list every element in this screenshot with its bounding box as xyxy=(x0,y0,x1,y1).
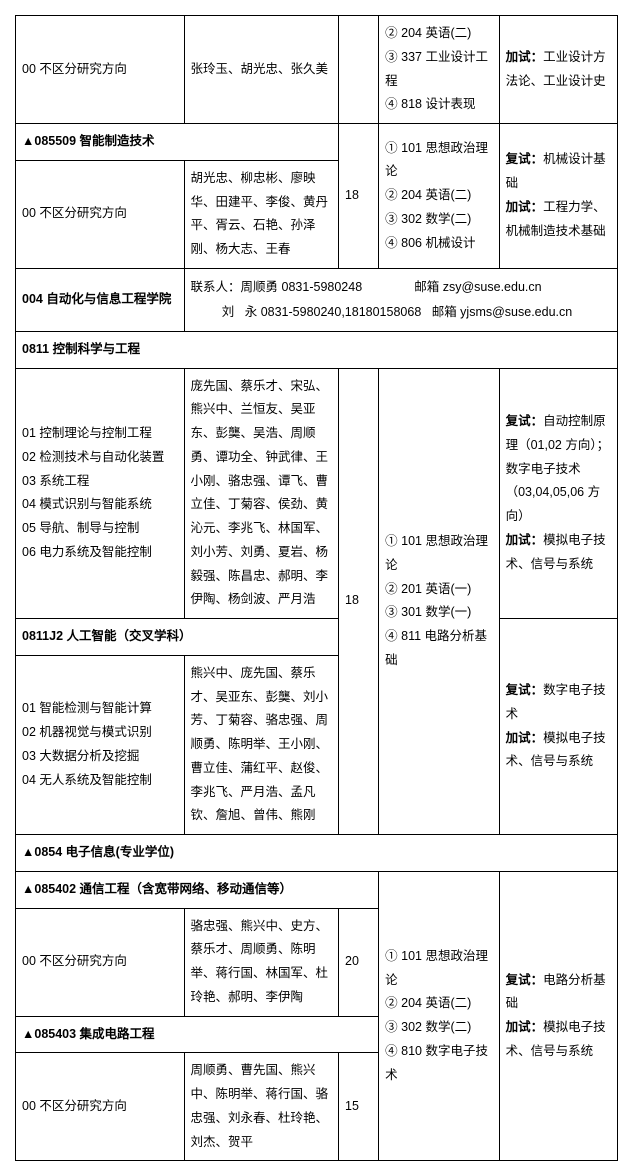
catalog-table: 00 不区分研究方向 张玲玉、胡光忠、张久美 ② 204 英语(二) ③ 337… xyxy=(15,15,618,1161)
direction-cell: 00 不区分研究方向 xyxy=(16,16,185,124)
people-cell: 熊兴中、庞先国、蔡乐才、吴亚东、彭龑、刘小芳、丁菊容、骆忠强、周顺勇、陈明举、王… xyxy=(184,655,339,834)
dept-title: 004 自动化与信息工程学院 xyxy=(16,268,185,331)
subject-cell: ① 101 思想政治理论 ② 204 英语(二) ③ 302 数学(二) ④ 8… xyxy=(379,124,499,269)
retest-cell: 复试：电路分析基础加试：模拟电子技术、信号与系统 xyxy=(499,871,617,1161)
subject-cell: ① 101 思想政治理论 ② 204 英语(二) ③ 302 数学(二) ④ 8… xyxy=(379,871,499,1161)
section-header: 0811J2 人工智能（交叉学科） xyxy=(16,619,339,656)
number-cell: 18 xyxy=(339,368,379,835)
number-cell xyxy=(339,16,379,124)
dept-header-row: 004 自动化与信息工程学院 联系人：周顺勇 0831-5980248 邮箱 z… xyxy=(16,268,618,331)
direction-cell: 00 不区分研究方向 xyxy=(16,908,185,1016)
people-cell: 骆忠强、熊兴中、史方、蔡乐才、周顺勇、陈明举、蒋行国、林国军、杜玲艳、郝明、李伊… xyxy=(184,908,339,1016)
subject-cell: ① 101 思想政治理论 ② 201 英语(一) ③ 301 数学(一) ④ 8… xyxy=(379,368,499,835)
retest-cell: 复试：数字电子技术加试：模拟电子技术、信号与系统 xyxy=(499,619,617,835)
number-cell: 15 xyxy=(339,1053,379,1161)
section-header: ▲085509 智能制造技术 xyxy=(16,124,339,161)
number-cell: 20 xyxy=(339,908,379,1016)
section-header-row: 0811 控制科学与工程 xyxy=(16,331,618,368)
people-cell: 庞先国、蔡乐才、宋弘、熊兴中、兰恒友、吴亚东、彭龑、吴浩、周顺勇、谭功全、钟武律… xyxy=(184,368,339,619)
direction-cell: 00 不区分研究方向 xyxy=(16,1053,185,1161)
section-header: ▲085402 通信工程（含宽带网络、移动通信等） xyxy=(16,871,379,908)
number-cell: 18 xyxy=(339,124,379,269)
table-row: 01 控制理论与控制工程 02 检测技术与自动化装置 03 系统工程 04 模式… xyxy=(16,368,618,619)
retest-cell: 复试：机械设计基础加试：工程力学、机械制造技术基础 xyxy=(499,124,617,269)
section-header-row: ▲085509 智能制造技术 18 ① 101 思想政治理论 ② 204 英语(… xyxy=(16,124,618,161)
section-header-row: 0811J2 人工智能（交叉学科） 复试：数字电子技术加试：模拟电子技术、信号与… xyxy=(16,619,618,656)
table-row: 00 不区分研究方向 张玲玉、胡光忠、张久美 ② 204 英语(二) ③ 337… xyxy=(16,16,618,124)
people-cell: 张玲玉、胡光忠、张久美 xyxy=(184,16,339,124)
section-header: ▲0854 电子信息(专业学位) xyxy=(16,835,618,872)
people-cell: 周顺勇、曹先国、熊兴中、陈明举、蒋行国、骆忠强、刘永春、杜玲艳、刘杰、贺平 xyxy=(184,1053,339,1161)
direction-cell: 01 控制理论与控制工程 02 检测技术与自动化装置 03 系统工程 04 模式… xyxy=(16,368,185,619)
retest-cell: 复试：自动控制原理（01,02 方向）；数字电子技术（03,04,05,06 方… xyxy=(499,368,617,619)
subject-cell: ② 204 英语(二) ③ 337 工业设计工程 ④ 818 设计表现 xyxy=(379,16,499,124)
section-header: ▲085403 集成电路工程 xyxy=(16,1016,379,1053)
direction-cell: 00 不区分研究方向 xyxy=(16,160,185,268)
people-cell: 胡光忠、柳忠彬、廖映华、田建平、李俊、黄丹平、胥云、石艳、孙泽刚、杨大志、王春 xyxy=(184,160,339,268)
section-header: 0811 控制科学与工程 xyxy=(16,331,618,368)
direction-cell: 01 智能检测与智能计算 02 机器视觉与模式识别 03 大数据分析及挖掘 04… xyxy=(16,655,185,834)
section-header-row: ▲085402 通信工程（含宽带网络、移动通信等） ① 101 思想政治理论 ②… xyxy=(16,871,618,908)
retest-cell: 加试：工业设计方法论、工业设计史 xyxy=(499,16,617,124)
section-header-row: ▲0854 电子信息(专业学位) xyxy=(16,835,618,872)
dept-contact: 联系人：周顺勇 0831-5980248 邮箱 zsy@suse.edu.cn … xyxy=(184,268,617,331)
